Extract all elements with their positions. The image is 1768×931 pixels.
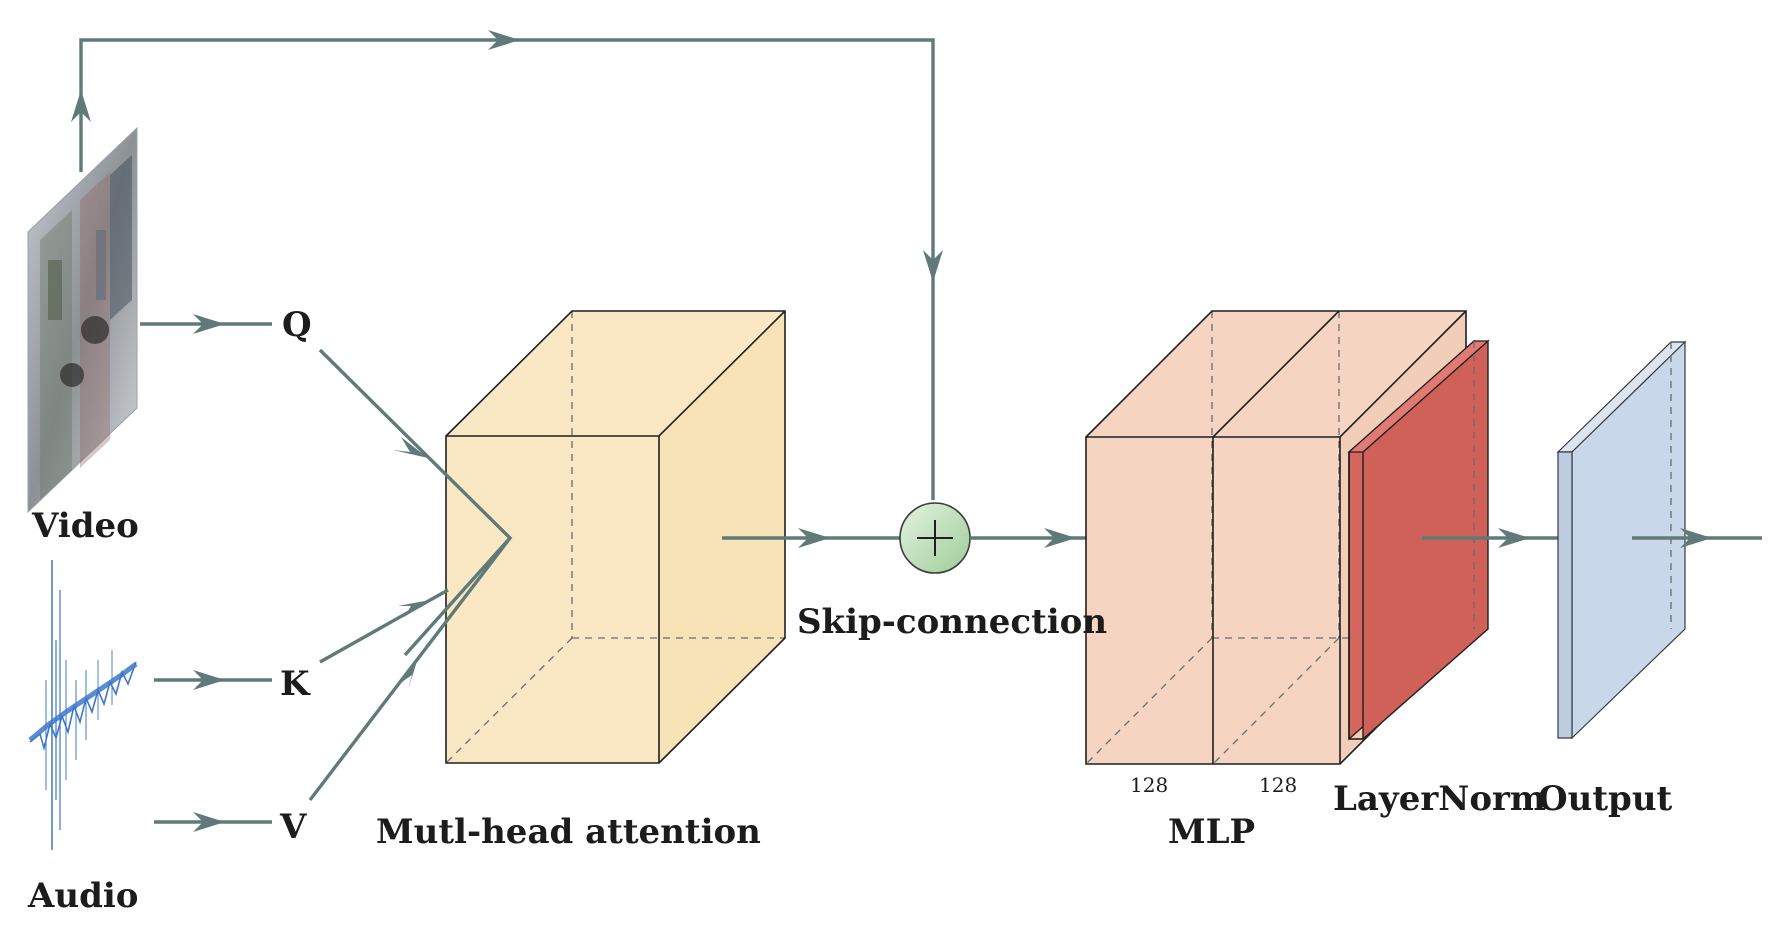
plus-circle-icon (899, 502, 971, 574)
arrow-head (1680, 528, 1712, 548)
attention-label: Mutl-head attention (376, 812, 761, 852)
layernorm-label: LayerNorm (1333, 779, 1546, 819)
video-label: Video (31, 506, 139, 546)
arrow-head (393, 437, 428, 458)
v-label: V (279, 807, 307, 847)
arrow-head (1498, 528, 1530, 548)
arrow-head (798, 528, 830, 548)
arrow-head-right-top (488, 30, 520, 50)
arrow-head (193, 812, 225, 832)
mlp-label: MLP (1168, 812, 1255, 852)
arrow-head-down (923, 250, 943, 282)
skip-connection-label: Skip-connection (797, 602, 1107, 642)
arrow-head (398, 600, 430, 617)
audio-waveform (28, 560, 138, 850)
q-label: Q (282, 305, 312, 345)
output-block (1556, 340, 1687, 740)
arrow-head (1044, 528, 1076, 548)
arrow-head (193, 314, 225, 334)
video-frame-image (27, 126, 138, 514)
mlp-dim-2-label: 128 (1259, 773, 1297, 797)
mlp-dim-1-label: 128 (1130, 773, 1168, 797)
layernorm-block (1347, 339, 1490, 741)
output-label: Output (1538, 779, 1673, 819)
arrow-head (399, 658, 418, 690)
arrow-head (193, 670, 225, 690)
arrow-head-up (71, 90, 91, 122)
k-label: K (280, 664, 311, 704)
audio-label: Audio (27, 876, 138, 916)
